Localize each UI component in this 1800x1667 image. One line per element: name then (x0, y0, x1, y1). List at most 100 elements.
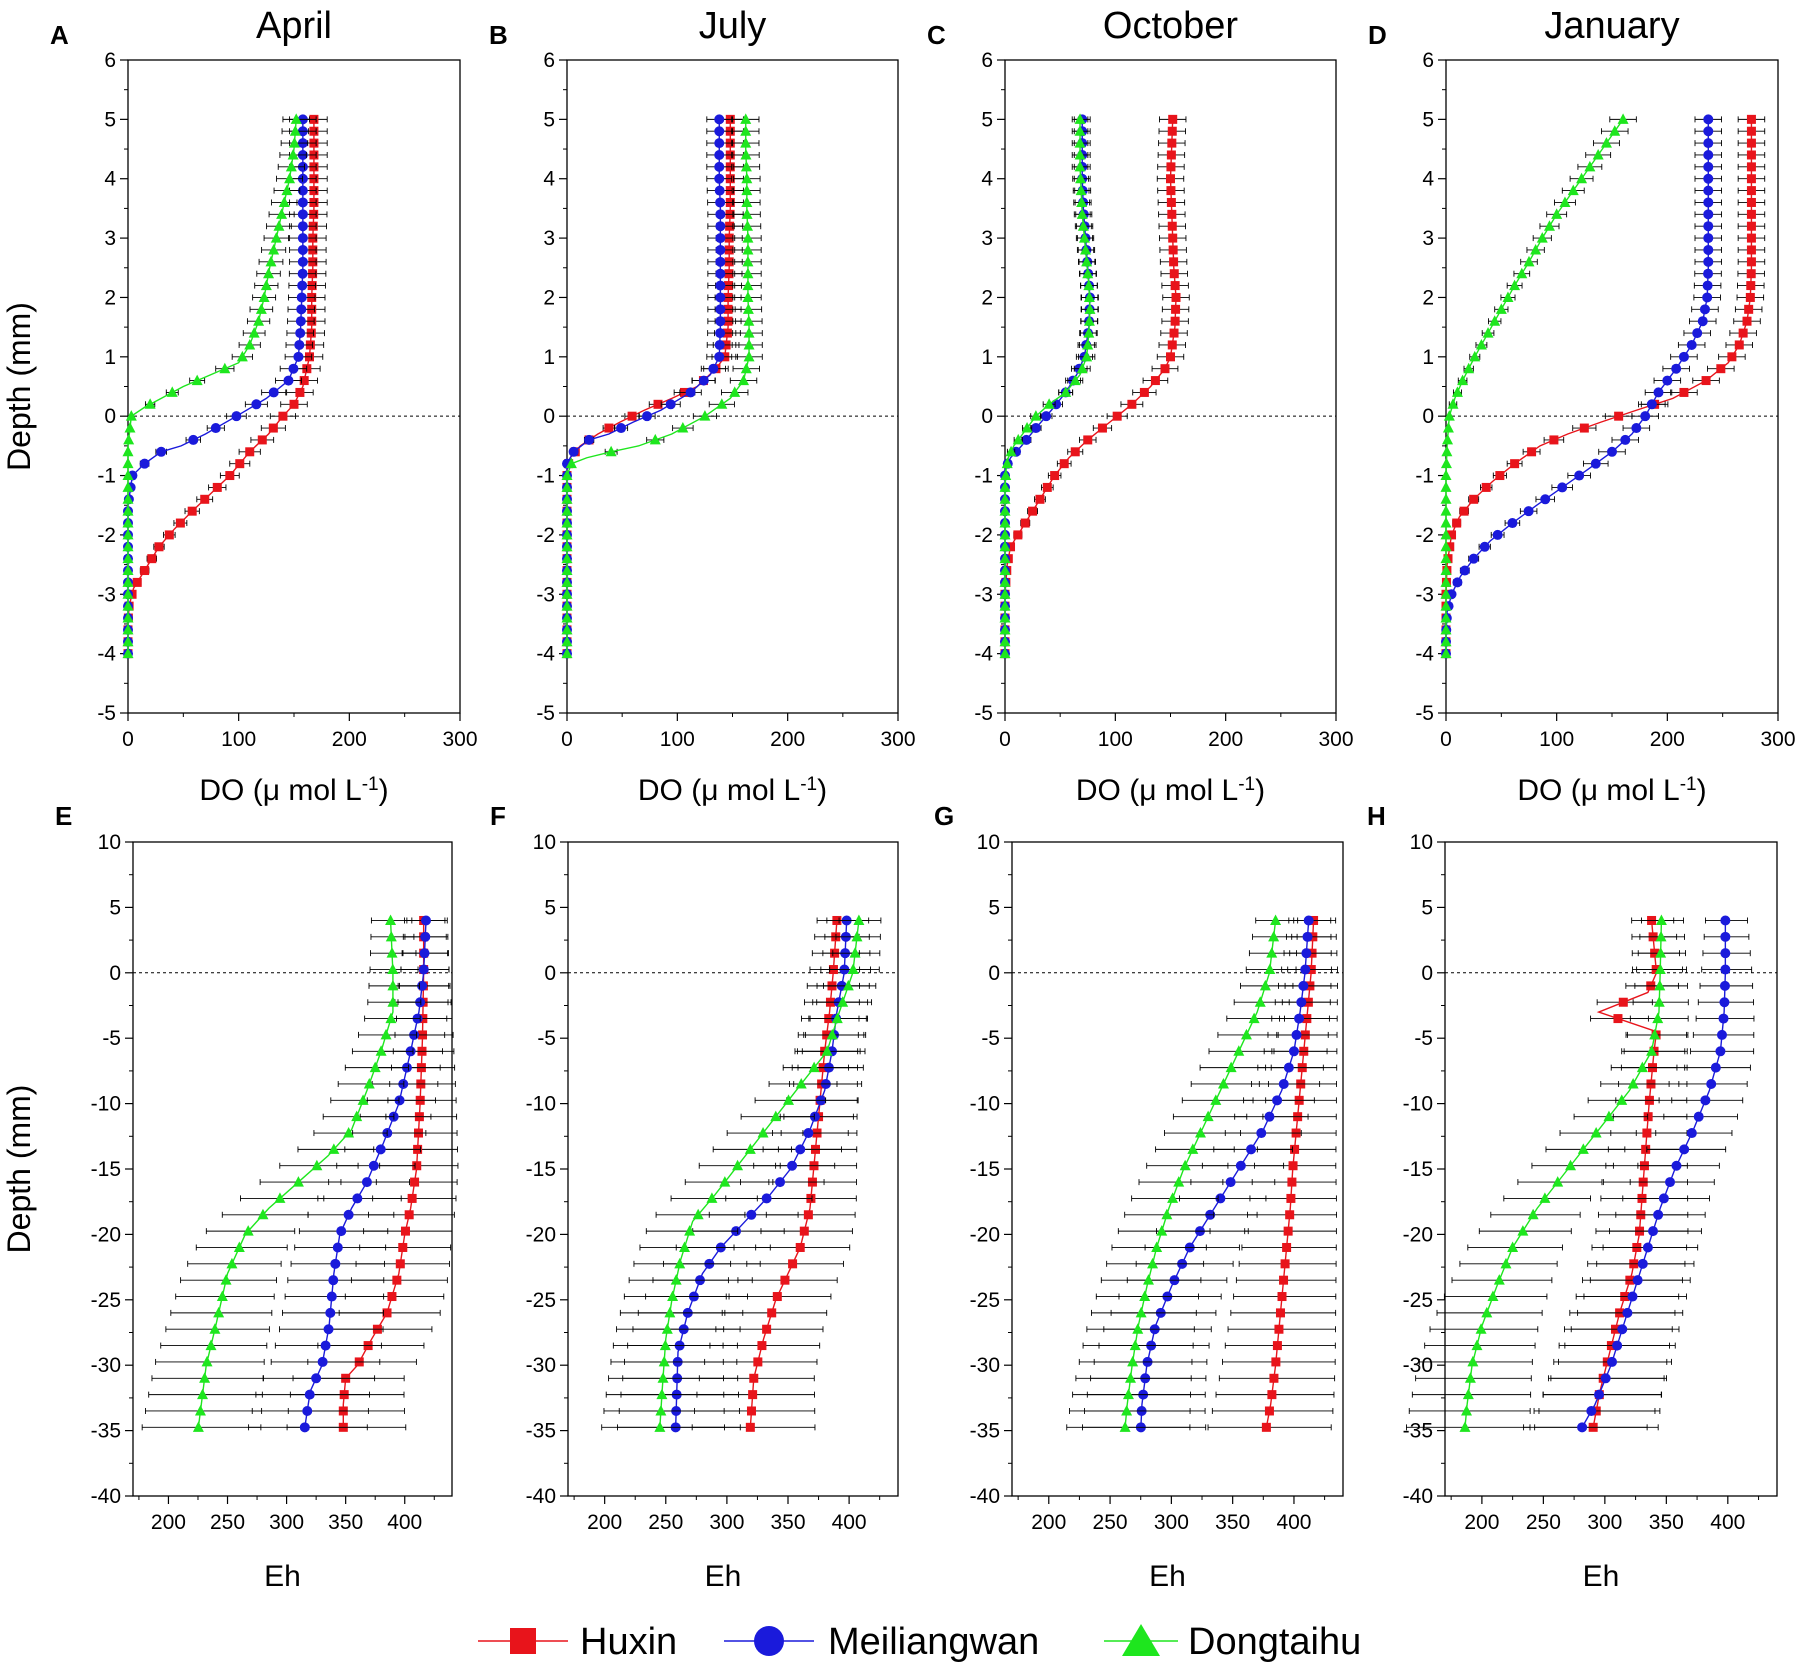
data-point-dongtaihu (1248, 1012, 1260, 1024)
data-point-huxin (746, 1406, 756, 1416)
data-point-meiliangwan (1720, 964, 1731, 975)
data-point-huxin (200, 494, 210, 504)
data-point-dongtaihu (561, 481, 573, 492)
y-tick-label: -1 (1415, 465, 1434, 488)
data-point-meiliangwan (1703, 244, 1714, 255)
data-point-meiliangwan (1021, 434, 1032, 445)
data-point-dongtaihu (561, 647, 573, 659)
data-point-meiliangwan (1283, 1062, 1294, 1073)
x-axis-label: Eh (1149, 1560, 1186, 1593)
data-point-dongtaihu (744, 1143, 756, 1154)
data-point-huxin (1167, 138, 1177, 148)
data-point-huxin (140, 566, 150, 576)
data-point-dongtaihu (999, 600, 1011, 611)
data-point-dongtaihu (1440, 623, 1452, 635)
y-tick-label: -10 (526, 1093, 556, 1116)
x-axis-label: DO (μ mol L-1) (1517, 774, 1706, 808)
data-point-huxin (245, 447, 255, 457)
data-point-huxin (1035, 494, 1045, 504)
data-point-dongtaihu (1440, 576, 1452, 587)
data-point-huxin (410, 1177, 420, 1187)
y-tick-label: 1 (1422, 346, 1434, 369)
data-point-meiliangwan (1041, 411, 1052, 422)
data-point-huxin (1643, 1112, 1653, 1122)
data-point-dongtaihu (664, 1306, 676, 1318)
data-point-dongtaihu (1463, 362, 1475, 374)
data-point-meiliangwan (330, 1258, 341, 1269)
data-point-dongtaihu (1493, 1274, 1505, 1285)
y-tick-label: -35 (970, 1420, 1000, 1443)
data-point-dongtaihu (999, 612, 1011, 623)
data-point-dongtaihu (213, 1306, 225, 1318)
data-point-dongtaihu (1567, 184, 1579, 196)
data-point-dongtaihu (122, 576, 134, 587)
series-line-meiliangwan (1579, 920, 1727, 1431)
data-point-huxin (147, 554, 157, 564)
y-tick-label: 2 (981, 286, 993, 309)
x-tick-label: 200 (332, 728, 367, 751)
data-point-dongtaihu (122, 647, 134, 659)
data-point-dongtaihu (770, 1110, 782, 1122)
data-point-dongtaihu (290, 113, 302, 124)
data-point-meiliangwan (1703, 268, 1714, 279)
y-tick-label: 6 (1422, 49, 1434, 72)
data-point-meiliangwan (139, 458, 150, 469)
data-point-meiliangwan (1658, 1193, 1669, 1204)
data-point-huxin (1746, 245, 1756, 255)
legend-marker-dongtaihu (1122, 1624, 1160, 1656)
data-point-dongtaihu (1441, 445, 1453, 457)
data-point-dongtaihu (1264, 963, 1276, 975)
data-point-dongtaihu (1646, 1045, 1658, 1056)
data-point-huxin (1549, 435, 1559, 445)
data-point-dongtaihu (1440, 647, 1452, 659)
y-tick-label: -2 (974, 524, 993, 547)
series-meiliangwan (248, 915, 450, 1433)
data-point-dongtaihu (292, 1176, 304, 1187)
data-point-dongtaihu (1475, 338, 1487, 350)
x-tick-label: 100 (1539, 728, 1574, 751)
data-point-dongtaihu (740, 125, 752, 136)
data-point-dongtaihu (1268, 930, 1280, 942)
data-point-dongtaihu (692, 1208, 704, 1220)
y-tick-label: 5 (1422, 108, 1434, 131)
data-point-dongtaihu (1440, 457, 1452, 469)
data-point-meiliangwan (715, 316, 726, 327)
data-point-meiliangwan (1686, 339, 1697, 350)
x-axis-label: Eh (264, 1560, 301, 1593)
data-point-dongtaihu (1592, 148, 1604, 160)
series-line-dongtaihu (127, 119, 297, 654)
series-group (1066, 914, 1338, 1433)
x-tick-label: 200 (587, 1511, 622, 1534)
data-point-dongtaihu (124, 422, 136, 433)
data-point-meiliangwan (1702, 280, 1713, 291)
data-point-dongtaihu (1254, 996, 1266, 1007)
data-point-meiliangwan (1492, 529, 1503, 540)
data-point-huxin (745, 1422, 755, 1432)
data-point-meiliangwan (1640, 411, 1651, 422)
y-tick-label: -1 (974, 465, 993, 488)
data-point-meiliangwan (210, 423, 221, 434)
series-huxin (1441, 114, 1766, 659)
data-point-huxin (1283, 1226, 1293, 1236)
data-point-meiliangwan (761, 1193, 772, 1204)
data-point-huxin (1267, 1390, 1277, 1400)
data-point-meiliangwan (1617, 1324, 1628, 1335)
data-point-meiliangwan (1703, 209, 1714, 220)
data-point-dongtaihu (263, 267, 275, 279)
data-point-dongtaihu (1616, 1094, 1628, 1105)
data-point-dongtaihu (216, 1290, 228, 1302)
data-point-meiliangwan (715, 280, 726, 291)
data-point-huxin (1166, 186, 1176, 196)
data-point-dongtaihu (369, 1061, 381, 1073)
data-point-dongtaihu (1083, 327, 1095, 338)
data-point-dongtaihu (732, 1159, 744, 1171)
data-point-dongtaihu (742, 267, 754, 279)
data-point-huxin (795, 1242, 805, 1252)
panel-g: -40 -35 -30 -25 -20 -15 -10 -5 0 5 10 200 250 300 350 4… (934, 801, 1344, 1593)
data-point-dongtaihu (1440, 528, 1452, 540)
series-line-meiliangwan (1004, 119, 1091, 654)
data-point-dongtaihu (1083, 315, 1095, 326)
y-tick-label: 2 (543, 286, 555, 309)
data-point-huxin (1280, 1259, 1290, 1269)
data-point-dongtaihu (265, 255, 277, 267)
